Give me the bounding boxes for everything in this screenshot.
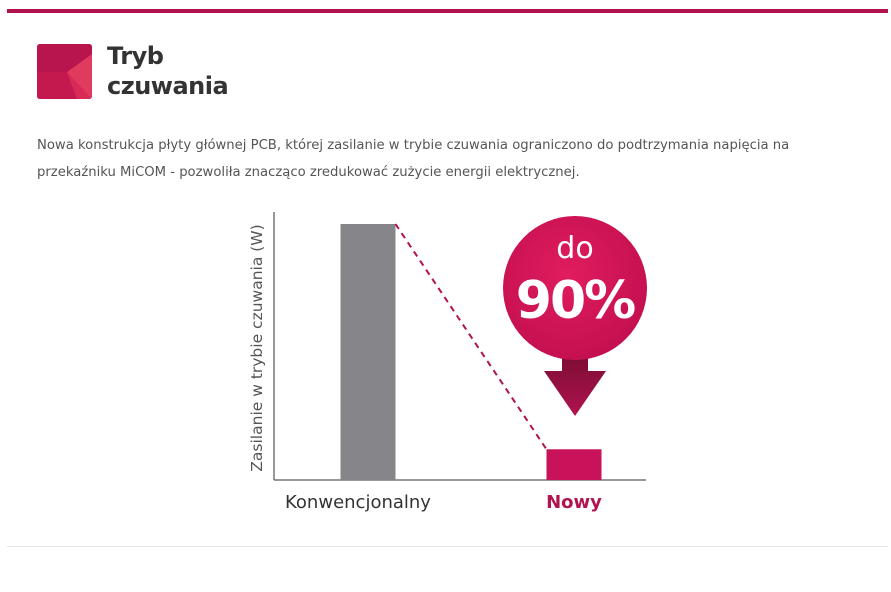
bar-konwencjonalny [340,224,396,480]
title-line-2: czuwania [107,72,229,100]
badge-label-percent: 90% [516,271,635,331]
red-square-logo-icon [37,44,92,99]
top-accent-rule [7,9,888,13]
title-line-1: Tryb [107,42,164,70]
bar-nowy [546,449,602,480]
badge-label-do: do [556,231,593,266]
x-tick-label-nowy: Nowy [546,492,602,513]
description-text: Nowa konstrukcja płyty głównej PCB, któr… [37,138,790,180]
down-arrow-icon [544,354,606,416]
page-title: Tryb czuwania [107,41,229,101]
bottom-divider [7,546,888,547]
reduction-dashed-line [394,223,548,450]
y-axis-label: Zasilanie w trybie czuwania (W) [248,224,266,471]
x-tick-label-konwencjonalny: Konwencjonalny [285,492,431,513]
reduction-badge-circle [503,216,647,360]
